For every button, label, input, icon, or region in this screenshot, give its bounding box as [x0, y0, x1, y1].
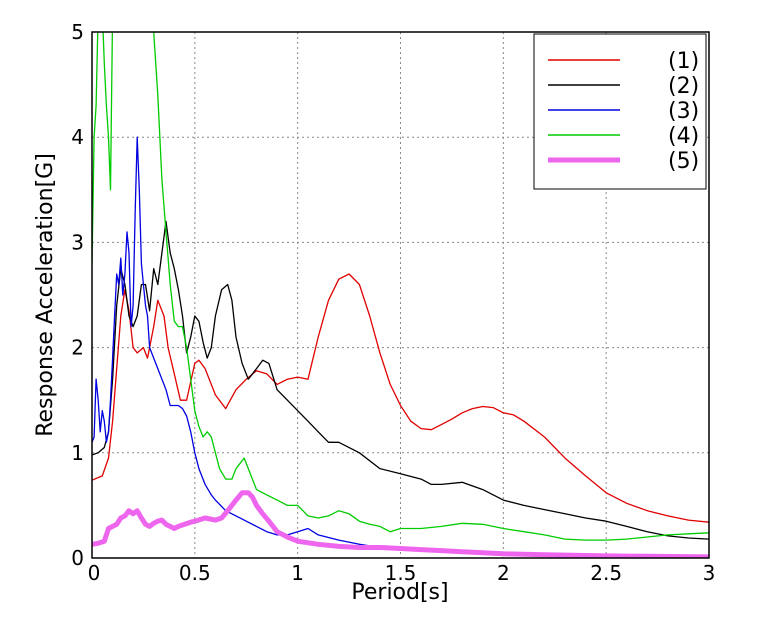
plot-frame: [91, 31, 710, 559]
x-tick-label: 2.5: [590, 561, 622, 585]
y-tick-label: 2: [71, 336, 84, 360]
legend-label-5: (5): [668, 149, 699, 174]
y-tick-label: 1: [71, 441, 84, 465]
tick-labels: 0 0.5 1 1.5 2 2.5 3 0 1 2 3 4 5: [71, 20, 715, 585]
x-tick-label: 0: [88, 561, 101, 585]
series-group: [92, 32, 709, 558]
y-tick-label: 0: [71, 546, 84, 570]
y-tick-label: 5: [71, 20, 84, 44]
x-tick-label: 1: [291, 561, 304, 585]
legend-label-2: (2): [668, 74, 699, 99]
series-line-2: [92, 220, 709, 540]
x-tick-label: 1.5: [385, 561, 417, 585]
series-line-1: [92, 273, 709, 523]
series-line-5: [92, 490, 709, 558]
legend-label-3: (3): [668, 99, 699, 124]
x-tick-label: 2: [497, 561, 510, 585]
y-tick-label: 4: [71, 125, 84, 149]
x-tick-label: 3: [703, 561, 716, 585]
x-axis-label: Period[s]: [351, 580, 448, 605]
legend-label-4: (4): [668, 124, 699, 149]
series-line-4: [92, 32, 709, 541]
x-tick-label: 0.5: [179, 561, 211, 585]
legend: (1)(2)(3)(4)(5): [533, 33, 707, 190]
series-line-3: [92, 136, 709, 558]
y-axis-label: Response Acceleration[G]: [33, 153, 58, 437]
legend-label-1: (1): [668, 49, 699, 74]
y-tick-label: 3: [71, 230, 84, 254]
